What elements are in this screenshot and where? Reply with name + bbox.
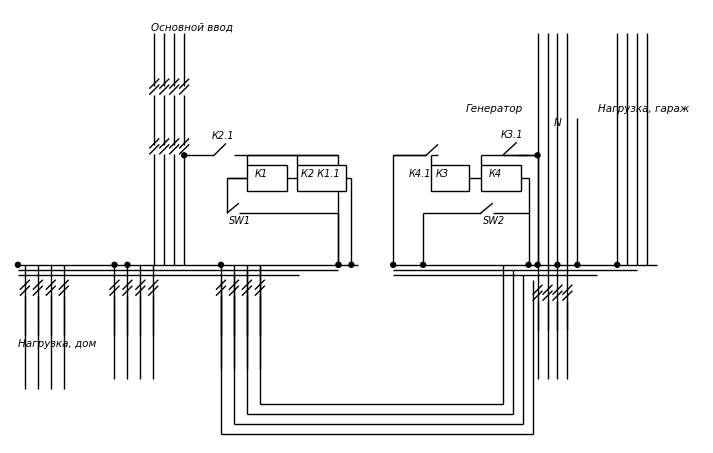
Text: SW2: SW2 bbox=[483, 216, 505, 226]
Text: Основной ввод: Основной ввод bbox=[151, 23, 233, 33]
Text: К2.1: К2.1 bbox=[212, 131, 235, 141]
Text: Нагрузка, гараж: Нагрузка, гараж bbox=[598, 104, 689, 114]
Circle shape bbox=[125, 262, 130, 267]
Text: К3: К3 bbox=[436, 169, 449, 179]
Circle shape bbox=[555, 262, 560, 267]
Circle shape bbox=[349, 262, 354, 267]
Circle shape bbox=[218, 262, 223, 267]
Circle shape bbox=[575, 262, 580, 267]
Text: К3.1: К3.1 bbox=[501, 130, 523, 140]
Bar bbox=[247, 165, 287, 191]
Circle shape bbox=[421, 262, 426, 267]
Circle shape bbox=[336, 262, 341, 267]
Text: SW1: SW1 bbox=[229, 216, 251, 226]
Text: Генератор: Генератор bbox=[466, 104, 523, 114]
Circle shape bbox=[535, 153, 540, 158]
Circle shape bbox=[182, 153, 187, 158]
Bar bbox=[481, 165, 520, 191]
Text: N: N bbox=[553, 119, 561, 129]
Bar bbox=[297, 165, 347, 191]
Text: Нагрузка, дом: Нагрузка, дом bbox=[18, 339, 96, 349]
Text: К1: К1 bbox=[255, 169, 268, 179]
Circle shape bbox=[526, 262, 531, 267]
Bar bbox=[431, 165, 469, 191]
Text: К4: К4 bbox=[489, 169, 502, 179]
Circle shape bbox=[336, 262, 341, 267]
Circle shape bbox=[112, 262, 117, 267]
Circle shape bbox=[535, 262, 540, 267]
Circle shape bbox=[391, 262, 396, 267]
Text: К4.1: К4.1 bbox=[409, 169, 431, 179]
Circle shape bbox=[16, 262, 21, 267]
Circle shape bbox=[615, 262, 620, 267]
Text: К2 К1.1: К2 К1.1 bbox=[301, 169, 339, 179]
